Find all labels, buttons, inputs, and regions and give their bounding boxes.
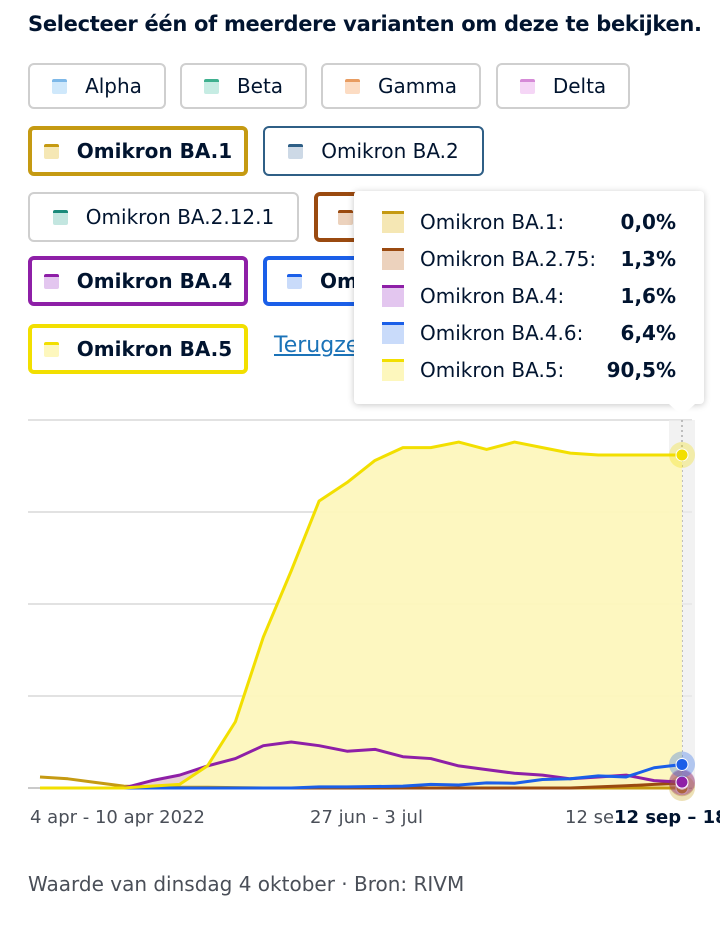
filter-gamma[interactable]: Gamma xyxy=(321,63,481,109)
filter-omikron-ba2121[interactable]: Omikron BA.2.12.1 xyxy=(28,192,299,242)
tooltip-swatch xyxy=(382,285,404,307)
ba2-swatch xyxy=(288,143,304,159)
filter-omikron-ba5[interactable]: Omikron BA.5 xyxy=(28,324,248,374)
filter-alpha[interactable]: Alpha xyxy=(28,63,166,109)
filter-label: Gamma xyxy=(378,74,457,98)
x-tick-label: 12 se xyxy=(565,807,614,828)
ba46-swatch xyxy=(287,273,302,289)
tooltip-value: 1,3% xyxy=(620,247,676,271)
variant-chart[interactable]: 4 apr - 10 apr 2022 27 jun - 3 jul 12 se 12… xyxy=(0,400,720,840)
source-note: Waarde van dinsdag 4 oktober · Bron: RIV… xyxy=(28,872,465,896)
line-omikron-ba-4-6 xyxy=(40,762,683,790)
filter-delta[interactable]: Delta xyxy=(496,63,630,109)
tooltip-value: 6,4% xyxy=(620,321,676,345)
area-omikron-ba-5 xyxy=(40,442,682,788)
filter-label: Delta xyxy=(552,74,607,98)
tooltip-row: Omikron BA.4.6: 6,4% xyxy=(382,318,676,348)
filter-omikron-ba1[interactable]: Omikron BA.1 xyxy=(28,126,248,176)
filter-label: Beta xyxy=(236,74,284,98)
filter-omikron-ba4[interactable]: Omikron BA.4 xyxy=(28,256,248,306)
hover-point xyxy=(675,448,689,462)
gamma-swatch xyxy=(345,78,360,94)
tooltip-label: Omikron BA.5: xyxy=(420,358,565,382)
filter-label: Omikron BA.5 xyxy=(76,337,233,361)
filter-label: Omikron BA.4 xyxy=(76,269,233,293)
filter-label: Omikron BA.2 xyxy=(321,139,459,163)
filter-label: Omikron BA.1 xyxy=(76,139,233,163)
tooltip-swatch xyxy=(382,211,404,233)
tooltip-row: Omikron BA.4: 1,6% xyxy=(382,281,676,311)
tooltip-row: Omikron BA.2.75: 1,3% xyxy=(382,244,676,274)
hover-point xyxy=(675,757,689,771)
beta-swatch xyxy=(203,78,219,94)
line-omikron-ba-5 xyxy=(40,440,682,790)
tooltip-label: Omikron BA.2.75: xyxy=(420,247,597,271)
filter-label-partial: Om xyxy=(320,269,358,293)
x-tick-label: 12 sep – 18 s xyxy=(614,807,720,828)
x-tick-label: 4 apr - 10 apr 2022 xyxy=(30,807,205,828)
delta-swatch xyxy=(519,78,535,94)
filter-omikron-ba2[interactable]: Omikron BA.2 xyxy=(263,126,484,176)
tooltip-swatch xyxy=(382,322,404,344)
filter-label: Omikron BA.2.12.1 xyxy=(85,205,275,229)
ba1-swatch xyxy=(43,143,59,159)
ba2121-swatch xyxy=(52,209,68,225)
ba4-swatch xyxy=(43,273,59,289)
page-heading: Selecteer één of meerdere varianten om d… xyxy=(28,12,702,36)
tooltip-label: Omikron BA.4.6: xyxy=(420,321,584,345)
tooltip-swatch xyxy=(382,359,404,381)
tooltip-swatch xyxy=(382,248,404,270)
x-tick-label: 27 jun - 3 jul xyxy=(310,807,423,828)
tooltip-value: 90,5% xyxy=(606,358,676,382)
hover-point xyxy=(675,775,689,789)
ba275-swatch xyxy=(338,209,353,225)
filter-beta[interactable]: Beta xyxy=(180,63,307,109)
alpha-swatch xyxy=(52,78,68,94)
filter-label: Alpha xyxy=(85,74,142,98)
tooltip-row: Omikron BA.1: 0,0% xyxy=(382,207,676,237)
tooltip-label: Omikron BA.4: xyxy=(420,284,565,308)
ba5-swatch xyxy=(43,341,59,357)
tooltip-value: 1,6% xyxy=(620,284,676,308)
chart-tooltip: Omikron BA.1: 0,0% Omikron BA.2.75: 1,3% Omi… xyxy=(354,191,704,416)
tooltip-value: 0,0% xyxy=(620,210,676,234)
tooltip-row: Omikron BA.5: 90,5% xyxy=(382,355,676,385)
tooltip-label: Omikron BA.1: xyxy=(420,210,565,234)
